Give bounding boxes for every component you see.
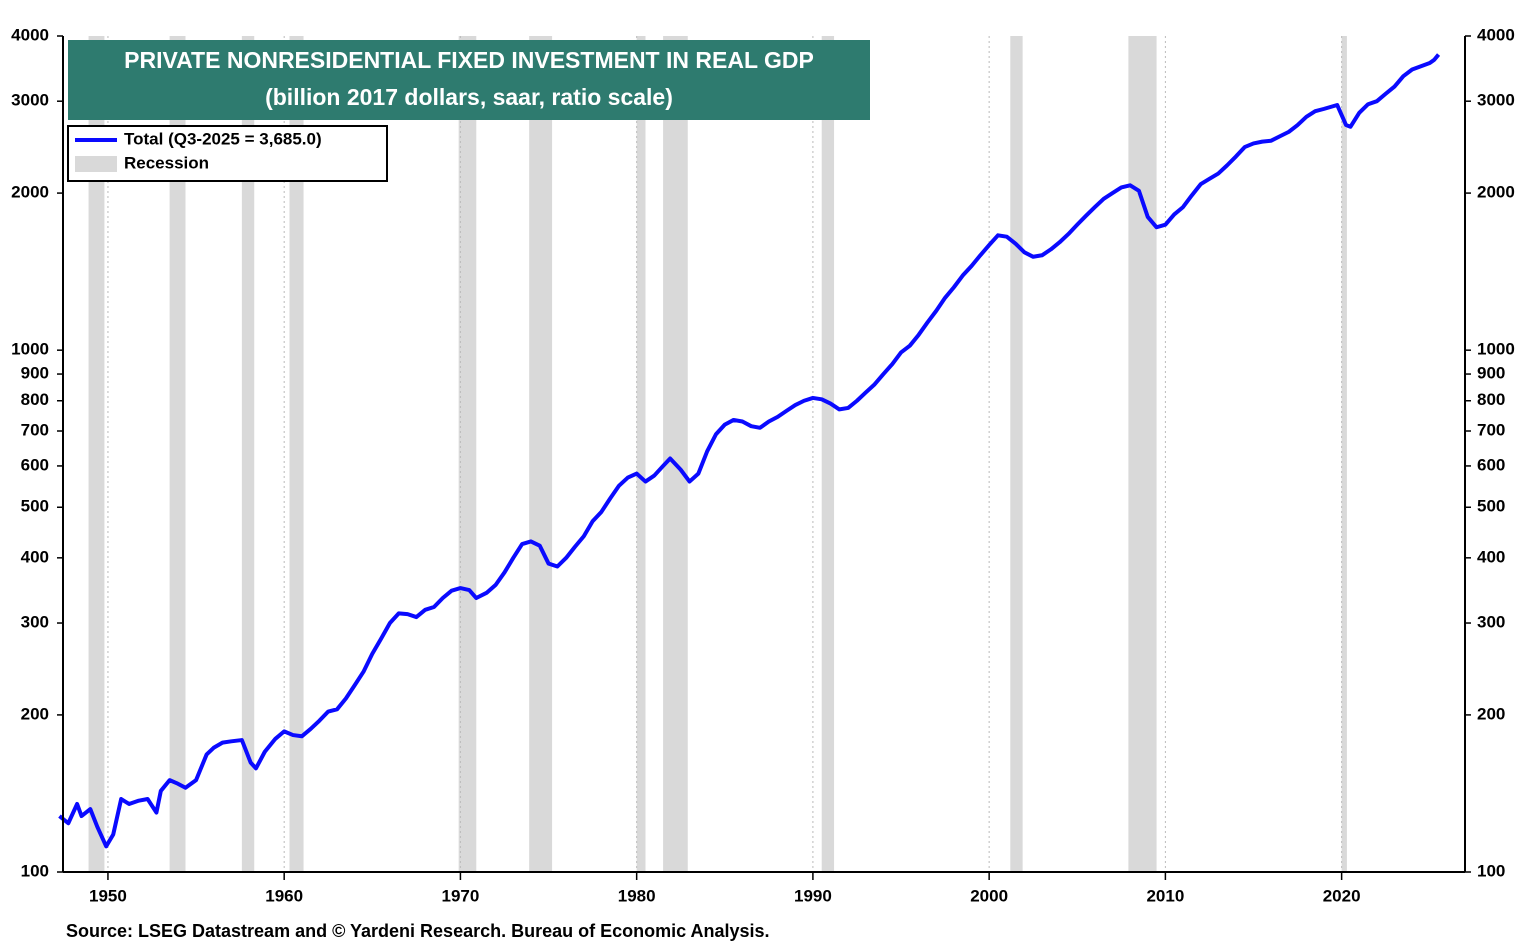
- recession-band: [289, 36, 304, 872]
- y-tick-label: 100: [21, 861, 49, 880]
- x-tick-label: 2020: [1323, 886, 1361, 905]
- y-tick-label: 800: [21, 390, 49, 409]
- y-tick-label: 4000: [11, 25, 49, 44]
- x-tick-label: 1980: [618, 886, 656, 905]
- data-line: [58, 53, 1441, 849]
- legend-box: [67, 125, 388, 182]
- x-tick-label: 1990: [794, 886, 832, 905]
- legend: Total (Q3-2025 = 3,685.0) Recession: [67, 125, 388, 182]
- legend-swatch: [75, 156, 117, 172]
- source-note: Source: LSEG Datastream and © Yardeni Re…: [66, 921, 770, 941]
- legend-label: Total (Q3-2025 = 3,685.0): [124, 129, 322, 148]
- y-tick-label: 900: [21, 364, 49, 383]
- title-box: [68, 40, 870, 120]
- recession-band: [529, 36, 553, 872]
- y2-tick-label: 700: [1477, 420, 1505, 439]
- recession-band: [636, 36, 646, 872]
- chart-title: PRIVATE NONRESIDENTIAL FIXED INVESTMENT …: [124, 47, 814, 73]
- y-tick-label: 2000: [11, 183, 49, 202]
- y2-tick-label: 2000: [1477, 183, 1515, 202]
- legend-label: Recession: [124, 153, 209, 172]
- recession-bands: [88, 36, 1347, 872]
- y2-tick-label: 1000: [1477, 340, 1515, 359]
- y2-tick-label: 800: [1477, 390, 1505, 409]
- recession-band: [88, 36, 105, 872]
- x-tick-label: 1970: [442, 886, 480, 905]
- y-tick-label: 1000: [11, 340, 49, 359]
- recession-band: [1341, 36, 1347, 872]
- y-tick-label: 600: [21, 455, 49, 474]
- y-tick-label: 3000: [11, 91, 49, 110]
- y-tick-label: 200: [21, 704, 49, 723]
- recession-band: [821, 36, 835, 872]
- x-tick-label: 2000: [970, 886, 1008, 905]
- recession-band: [169, 36, 186, 872]
- y-tick-label: 300: [21, 613, 49, 632]
- x-tick-label: 1960: [265, 886, 303, 905]
- y2-tick-label: 200: [1477, 704, 1505, 723]
- recession-band: [1010, 36, 1023, 872]
- y2-tick-label: 4000: [1477, 25, 1515, 44]
- y2-tick-label: 100: [1477, 861, 1505, 880]
- y2-tick-label: 3000: [1477, 91, 1515, 110]
- y2-tick-label: 500: [1477, 497, 1505, 516]
- recession-band: [241, 36, 255, 872]
- chart-subtitle: (billion 2017 dollars, saar, ratio scale…: [265, 84, 673, 110]
- y2-tick-label: 900: [1477, 364, 1505, 383]
- recession-band: [1128, 36, 1157, 872]
- y-tick-label: 700: [21, 420, 49, 439]
- y2-tick-label: 300: [1477, 613, 1505, 632]
- axes: 1950 1960 1970 1980 1990 2000 2010 2020 100 100 20…: [11, 25, 1515, 905]
- y-tick-label: 500: [21, 497, 49, 516]
- y-tick-label: 400: [21, 547, 49, 566]
- y2-tick-label: 600: [1477, 455, 1505, 474]
- x-tick-label: 1950: [89, 886, 127, 905]
- recession-band: [458, 36, 477, 872]
- lines: [58, 53, 1441, 849]
- y2-tick-label: 400: [1477, 547, 1505, 566]
- recession-band: [663, 36, 688, 872]
- x-tick-label: 2010: [1146, 886, 1184, 905]
